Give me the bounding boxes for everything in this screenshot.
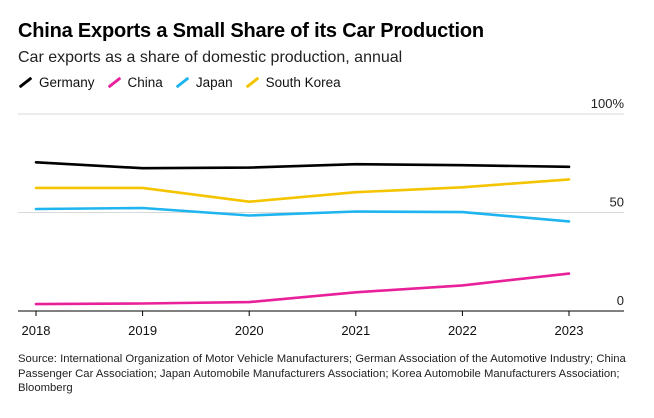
chart-legend: Germany China Japan South Korea [18,75,353,90]
source-note: Source: International Organization of Mo… [18,353,626,394]
legend-label: Germany [39,75,95,90]
legend-item-south-korea: South Korea [245,75,341,90]
legend-label: Japan [195,75,233,90]
series-line-china [34,272,571,306]
x-tick-label: 2021 [341,323,370,338]
x-tick-label: 2022 [448,323,477,338]
series-line-japan [34,206,571,223]
x-tick-label: 2023 [555,323,584,338]
series-line-germany [34,161,571,170]
x-tick-label: 2018 [22,323,51,338]
y-tick-label: 50 [610,195,624,210]
legend-item-germany: Germany [18,75,95,90]
legend-item-china: China [107,75,163,90]
legend-label: China [127,75,163,90]
x-tick-label: 2020 [235,323,264,338]
series-line-south-korea [34,178,571,203]
chart-title: China Exports a Small Share of its Car P… [18,20,484,42]
y-tick-label: 100% [591,96,625,111]
y-tick-label: 0 [617,293,624,308]
chart-subtitle: Car exports as a share of domestic produ… [18,49,403,66]
legend-item-japan: Japan [175,75,233,90]
legend-label: South Korea [265,75,341,90]
x-tick-label: 2019 [128,323,157,338]
